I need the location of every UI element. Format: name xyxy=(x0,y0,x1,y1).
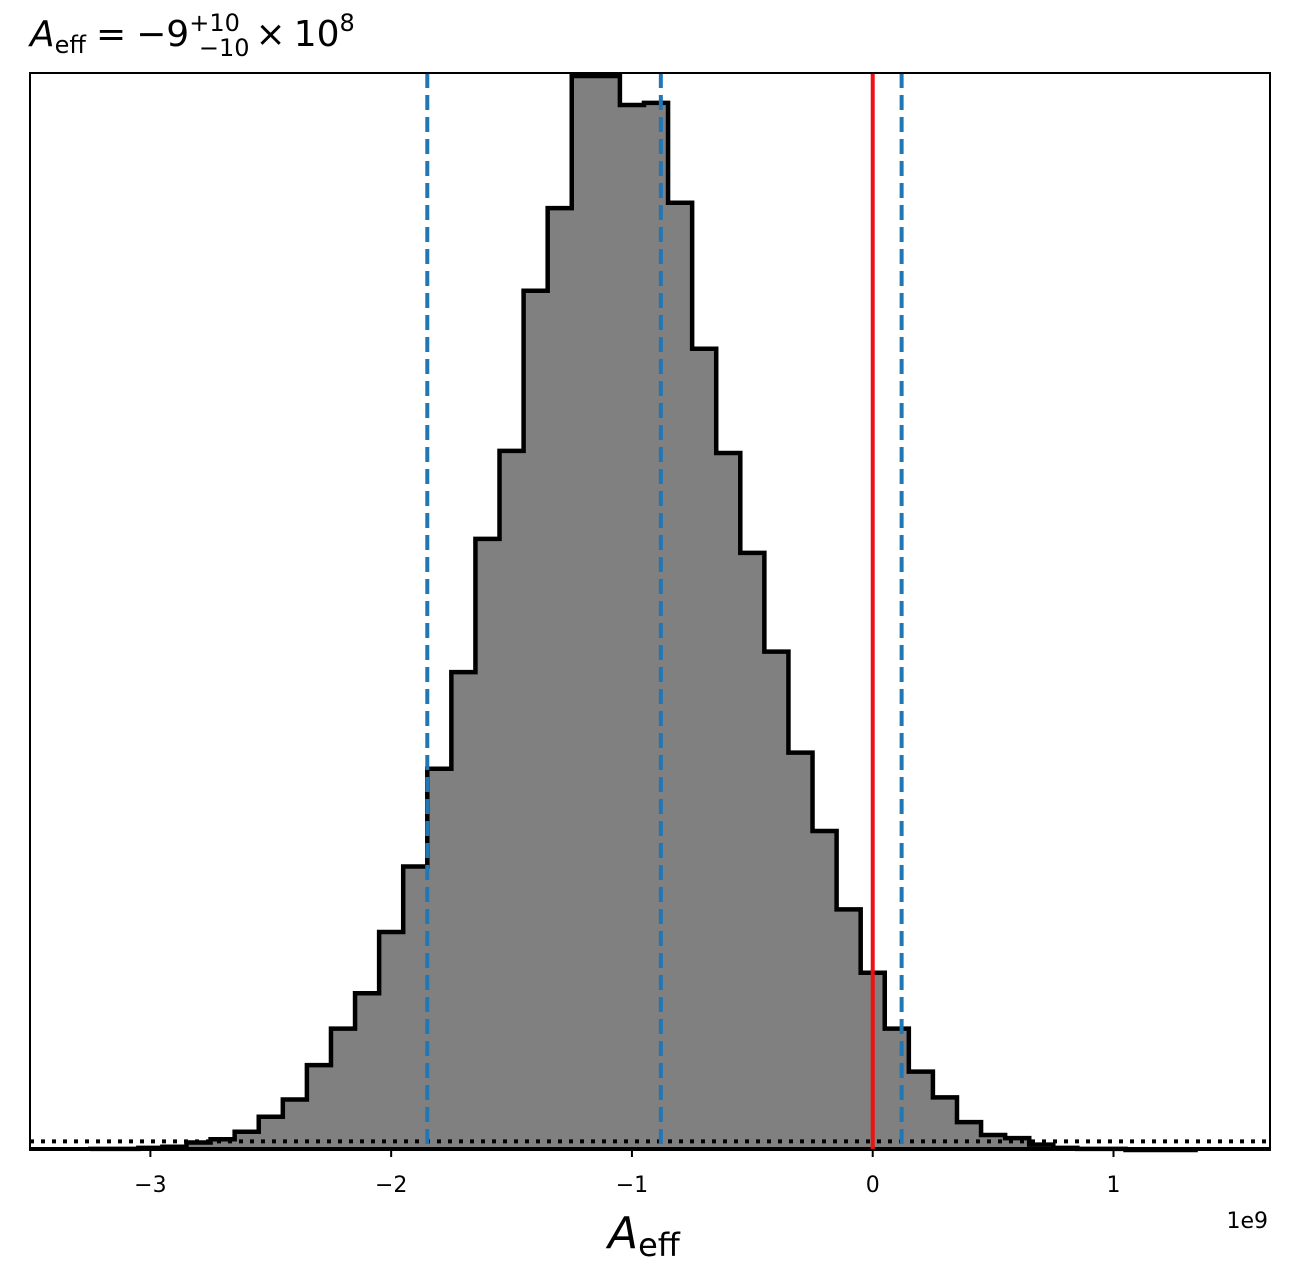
x-tick-label: −1 xyxy=(616,1173,648,1198)
x-axis-ticks: −3 −2 −1 0 1 xyxy=(134,1150,1120,1198)
axes-frame xyxy=(29,72,1271,1151)
title-base: 10 xyxy=(294,14,340,55)
title-lower: −10 xyxy=(199,34,250,62)
xlabel-symbol: A xyxy=(605,1208,638,1259)
chart-title: Aeff = −9+10 −10 × 108 xyxy=(28,9,355,62)
histogram-bar xyxy=(884,1028,910,1150)
histogram-bar xyxy=(547,208,573,1151)
histogram-bar xyxy=(1005,1138,1030,1150)
histogram-bar xyxy=(258,1116,284,1150)
x-axis-label: Aeff xyxy=(605,1208,681,1264)
x-tick-label: −2 xyxy=(375,1173,407,1198)
histogram-bar xyxy=(619,104,645,1150)
xlabel-subscript: eff xyxy=(638,1226,681,1264)
title-upper: +10 xyxy=(189,9,240,37)
histogram-bar xyxy=(908,1071,934,1150)
histogram-bar xyxy=(403,866,428,1150)
plot-area xyxy=(30,73,1270,1153)
histogram-bar xyxy=(427,768,452,1150)
histogram-bar xyxy=(475,538,501,1150)
histogram-bar xyxy=(812,831,838,1150)
histogram-bar xyxy=(716,452,741,1150)
title-equals: = xyxy=(96,14,126,55)
histogram-bar xyxy=(355,993,380,1150)
histogram-bar xyxy=(499,450,525,1150)
histogram-bar xyxy=(740,552,765,1150)
title-subscript: eff xyxy=(55,31,87,59)
x-tick-label: 1 xyxy=(1106,1173,1120,1198)
histogram-bar xyxy=(981,1134,1006,1150)
title-median: −9 xyxy=(136,14,189,55)
histogram-bar xyxy=(234,1131,260,1150)
histogram-bar xyxy=(836,909,862,1150)
histogram-bar xyxy=(571,76,597,1150)
histogram-bar xyxy=(692,348,717,1150)
histogram-outline xyxy=(87,73,1198,1153)
title-symbol: A xyxy=(28,14,55,55)
histogram-bar xyxy=(210,1139,236,1150)
x-axis-offset-label: 1e9 xyxy=(1226,1209,1268,1234)
histogram-bar xyxy=(379,931,404,1150)
histogram-bar xyxy=(186,1142,212,1150)
x-tick-label: 0 xyxy=(866,1173,880,1198)
histogram-bar xyxy=(643,102,669,1151)
title-exponent: 8 xyxy=(340,9,355,37)
x-tick-label: −3 xyxy=(134,1173,166,1198)
histogram-bar xyxy=(668,202,693,1150)
histogram-bar xyxy=(451,672,476,1150)
title-times: × xyxy=(256,14,286,55)
histogram-bar xyxy=(956,1122,982,1150)
histogram-bar xyxy=(306,1065,332,1150)
histogram-bar xyxy=(595,76,621,1150)
histogram-bar xyxy=(788,752,814,1150)
histogram-bar xyxy=(330,1028,356,1150)
histogram-bar xyxy=(764,651,789,1150)
histogram-bar xyxy=(523,290,549,1150)
